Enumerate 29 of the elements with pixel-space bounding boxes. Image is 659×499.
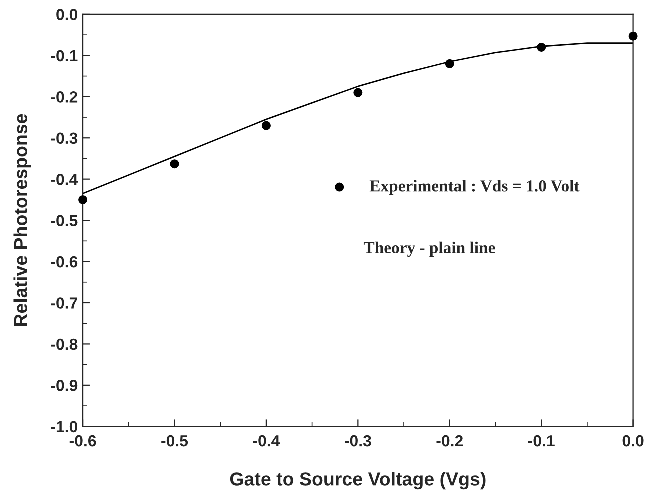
legend-label: Experimental : Vds = 1.0 Volt [370,180,580,196]
y-tick-label: -0.9 [51,380,78,392]
x-axis-title: Gate to Source Voltage (Vgs) [230,472,486,490]
annotation: Theory - plain line [364,242,496,257]
y-tick-label: -0.1 [51,50,78,62]
y-tick-label: -0.7 [51,298,78,309]
y-axis-title: Relative Photoresponse [14,114,32,326]
y-tick-label: -0.3 [51,132,78,144]
y-tick-label: -0.8 [51,338,78,350]
x-tick-label: -0.4 [253,435,280,447]
x-tick-label: -0.3 [345,435,372,447]
point [537,42,546,52]
point [354,88,363,98]
y-tick-label: -1.0 [51,421,78,433]
y-tick-label: 0.0 [56,9,78,20]
point [628,32,638,41]
y-tick-label: -0.6 [51,256,78,268]
point [262,121,271,130]
x-tick-label: -0.5 [162,435,188,447]
x-tick-label: -0.2 [436,435,463,447]
point [170,160,180,169]
y-tick-label: -0.4 [51,174,78,186]
x-tick-label: -0.1 [528,435,555,447]
point [445,59,454,68]
y-tick-label: -0.5 [51,215,78,227]
x-tick-label: -0.6 [70,435,96,447]
y-tick-label: -0.2 [51,92,78,103]
point [78,195,88,204]
x-tick-label: 0.0 [622,435,644,447]
